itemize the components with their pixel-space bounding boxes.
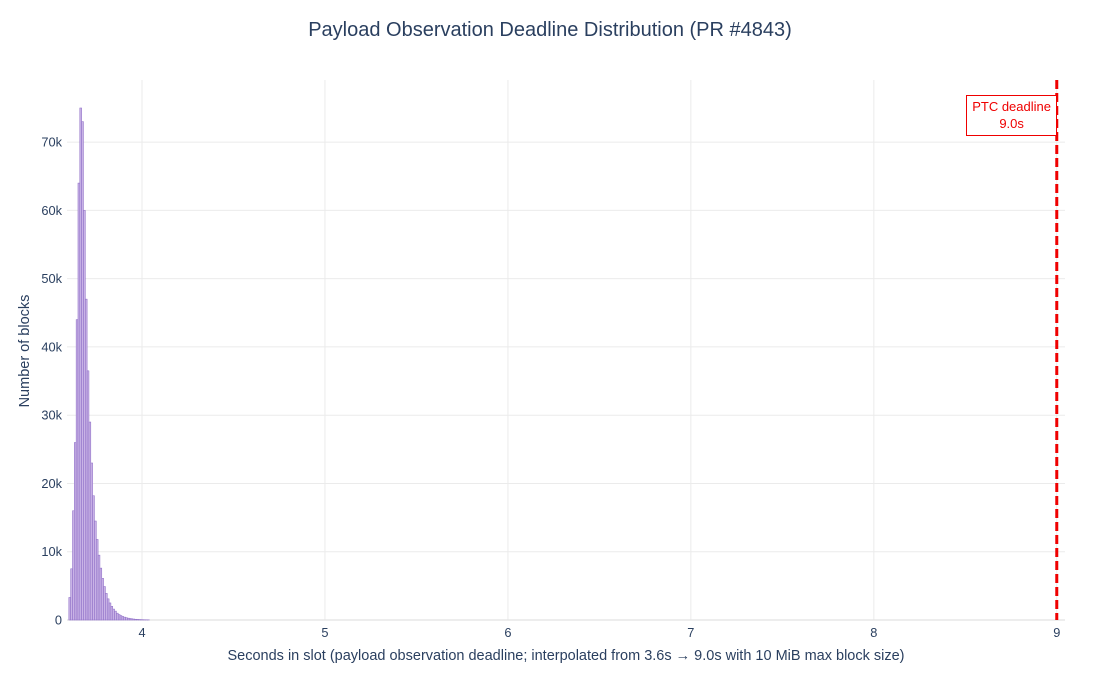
y-axis-title-text: Number of blocks (17, 294, 33, 408)
y-tick-label: 0 (55, 613, 62, 628)
chart-title: Payload Observation Deadline Distributio… (308, 19, 792, 41)
x-tick-label: 8 (870, 625, 877, 640)
y-tick-label: 50k (41, 271, 62, 286)
ptc-deadline-annotation-line2: 9.0s (999, 116, 1024, 131)
y-tick-label: 70k (41, 135, 62, 150)
y-tick-label: 60k (41, 203, 62, 218)
y-tick-label: 10k (41, 544, 62, 559)
y-tick-label: 30k (41, 408, 62, 423)
x-tick-label: 7 (687, 625, 694, 640)
x-tick-label: 9 (1053, 625, 1060, 640)
ptc-deadline-annotation-line1: PTC deadline (972, 99, 1051, 114)
ptc-deadline-annotation: PTC deadline 9.0s (966, 95, 1057, 136)
x-tick-label: 5 (321, 625, 328, 640)
y-tick-label: 40k (41, 339, 62, 354)
x-axis-title: Seconds in slot (payload observation dea… (227, 648, 905, 664)
y-tick-label: 20k (41, 476, 62, 491)
x-tick-label: 4 (138, 625, 145, 640)
x-tick-label: 6 (504, 625, 511, 640)
